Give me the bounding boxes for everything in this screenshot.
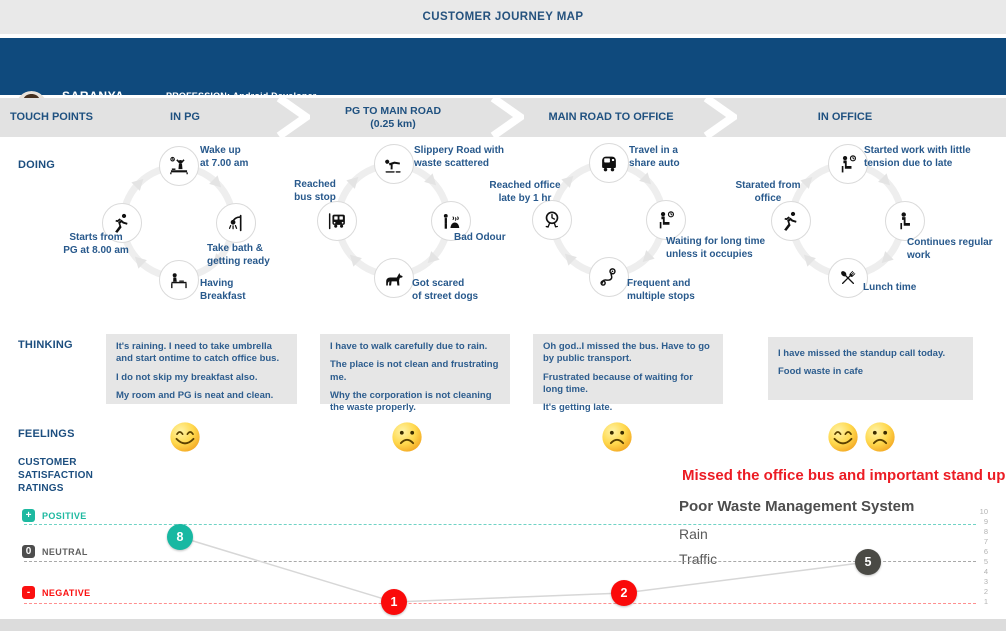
lunch-icon — [828, 258, 868, 298]
doing-step-label: Got scared of street dogs — [412, 278, 479, 302]
stage-in-pg: IN PG — [170, 111, 200, 124]
page-title-bar: CUSTOMER JOURNEY MAP — [0, 0, 1006, 34]
doing-step-label: Started work with little tension due to … — [864, 145, 971, 169]
y-tick: 5 — [983, 557, 988, 566]
positive-legend-label: POSITIVE — [42, 511, 87, 521]
neutral-zero-icon: 0 — [22, 545, 35, 558]
start-running-icon — [102, 203, 142, 243]
stage-pg-to-main-road: PG TO MAIN ROAD (0.25 km) — [344, 105, 442, 130]
thinking-line: I have to walk carefully due to rain. — [330, 341, 488, 352]
doing-step-label: Travel in a share auto — [629, 145, 680, 169]
doing-step-label: Reached bus stop — [294, 179, 336, 203]
y-tick: 10 — [979, 507, 988, 516]
thinking-box: It's raining. I need to take umbrella an… — [106, 334, 297, 404]
thinking-row-label: THINKING — [18, 339, 73, 351]
stage-in-office: IN OFFICE — [817, 111, 873, 124]
persona-header: SARANYA AGE: 28 PROFESSION: Android Deve… — [0, 38, 1006, 122]
rating-point-pg-to-main-road: 1 — [381, 589, 407, 615]
persona-profession: PROFESSION: Android Developer — [166, 91, 317, 101]
positive-reference-line — [24, 524, 976, 525]
doing-row-label: DOING — [18, 159, 56, 171]
doing-step-label: Wake up at 7.00 am — [200, 145, 249, 169]
y-tick: 4 — [983, 567, 988, 576]
chevron-separator-icon — [703, 97, 737, 137]
wake-up-icon — [159, 146, 199, 186]
thinking-line: My room and PG is neat and clean. — [116, 390, 274, 402]
doing-step-label: Reached office late by 1 hr — [489, 180, 561, 204]
thinking-line: Frustrated because of waiting for long t… — [543, 371, 693, 396]
touchpoints-row-label: TOUCH POINTS — [10, 111, 93, 124]
slippery-road-icon — [374, 144, 414, 184]
doing-step-label: Waiting for long time unless it occupies — [666, 236, 766, 260]
positive-plus-icon: + — [22, 509, 35, 522]
sad-emoji-icon — [602, 422, 632, 452]
neutral-legend-label: NEUTRAL — [42, 547, 88, 557]
thinking-line: Oh god..I missed the bus. Have to go by … — [543, 341, 710, 365]
thinking-box: I have missed the standup call today. Fo… — [768, 337, 973, 400]
neutral-reference-line — [24, 561, 976, 562]
rating-point-in-pg: 8 — [167, 524, 193, 550]
doing-step-label: Lunch time — [863, 282, 917, 293]
y-tick: 2 — [983, 587, 988, 596]
sad-emoji-icon — [865, 422, 895, 452]
cause-annotation: Rain — [679, 526, 708, 542]
share-auto-icon — [589, 143, 629, 183]
page-title: CUSTOMER JOURNEY MAP — [422, 11, 584, 23]
street-dog-icon — [374, 258, 414, 298]
stage-main-road-to-office: MAIN ROAD TO OFFICE — [548, 111, 674, 124]
doing-step-label: Starts from PG at 8.00 am — [63, 232, 129, 256]
office-start-icon — [771, 201, 811, 241]
thinking-line: It's getting late. — [543, 402, 613, 414]
bottom-strip — [0, 619, 1006, 631]
thinking-line: I do not skip my breakfast also. — [116, 371, 258, 383]
y-tick: 6 — [983, 547, 988, 556]
bus-stop-icon — [317, 201, 357, 241]
negative-reference-line — [24, 603, 976, 604]
happy-emoji-icon — [828, 422, 858, 452]
doing-step-label: Take bath & getting ready — [207, 243, 270, 267]
chevron-separator-icon — [276, 97, 310, 137]
y-tick: 1 — [983, 597, 988, 606]
doing-step-label: Starated from office — [735, 180, 801, 204]
thinking-line: The place is not clean and frustrating m… — [330, 359, 499, 383]
doing-step-label: Frequent and multiple stops — [627, 278, 695, 302]
y-tick: 9 — [983, 517, 988, 526]
breakfast-icon — [159, 260, 199, 300]
multiple-stops-icon — [589, 257, 629, 297]
y-tick: 7 — [983, 537, 988, 546]
negative-legend-label: NEGATIVE — [42, 588, 91, 598]
rating-point-in-office: 5 — [855, 549, 881, 575]
work-tension-icon — [828, 144, 868, 184]
negative-minus-icon: - — [22, 586, 35, 599]
thinking-box: Oh god..I missed the bus. Have to go by … — [533, 334, 723, 413]
chevron-separator-icon — [490, 97, 524, 137]
bad-odour-icon — [431, 201, 471, 241]
take-bath-icon — [216, 203, 256, 243]
ratings-row-label: CUSTOMER SATISFACTION RATINGS — [18, 457, 93, 494]
happy-emoji-icon — [170, 422, 200, 452]
thinking-line: It's raining. I need to take umbrella an… — [116, 341, 280, 365]
alert-annotation: Missed the office bus and important stan… — [682, 467, 1006, 484]
rating-point-main-road-to-office: 2 — [611, 580, 637, 606]
thinking-line: Food waste in cafe — [778, 366, 863, 378]
doing-step-label: Bad Odour — [454, 232, 506, 243]
desk-work-icon — [885, 201, 925, 241]
doing-step-label: Continues regular work — [907, 237, 993, 261]
y-tick: 8 — [983, 527, 988, 536]
doing-step-label: Having Breakfast — [200, 278, 246, 302]
feelings-row-label: FEELINGS — [18, 428, 75, 440]
thinking-box: I have to walk carefully due to rain. Th… — [320, 334, 510, 413]
y-tick: 3 — [983, 577, 988, 586]
late-clock-icon — [532, 200, 572, 240]
cause-annotation: Poor Waste Management System — [679, 498, 915, 515]
thinking-line: Why the corporation is not cleaning the … — [330, 390, 492, 414]
cause-annotation: Traffic — [679, 551, 718, 567]
thinking-line: I have missed the standup call today. — [778, 348, 946, 359]
doing-step-label: Slippery Road with waste scattered — [414, 145, 505, 169]
sad-emoji-icon — [392, 422, 422, 452]
waiting-clock-icon — [646, 200, 686, 240]
